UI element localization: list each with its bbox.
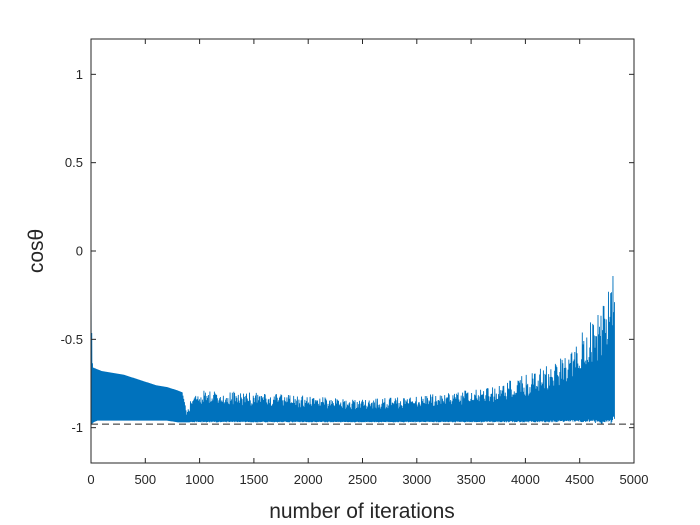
x-axis-ticks: 0 500 1000 1500 2000 2500 3000 3500 4000 4500 5000: [87, 39, 648, 487]
y-tick-label: -1: [71, 420, 83, 435]
x-tick-label: 2500: [348, 472, 377, 487]
x-tick-label: 4000: [511, 472, 540, 487]
series-layer: [90, 272, 615, 425]
y-tick-label: 0: [76, 244, 83, 259]
x-tick-label: 3500: [457, 472, 486, 487]
x-tick-label: 1000: [185, 472, 214, 487]
y-axis-ticks: -1 -0.5 0 0.5 1: [61, 67, 634, 435]
y-tick-label: -0.5: [61, 332, 83, 347]
x-tick-label: 500: [134, 472, 156, 487]
x-axis-label: number of iterations: [269, 500, 455, 523]
y-tick-label: 1: [76, 67, 83, 82]
x-tick-label: 4500: [565, 472, 594, 487]
series-line: [90, 272, 615, 425]
y-axis-label: cosθ: [25, 229, 48, 273]
x-tick-label: 5000: [620, 472, 649, 487]
x-tick-label: 1500: [239, 472, 268, 487]
x-tick-label: 0: [87, 472, 94, 487]
y-tick-label: 0.5: [65, 155, 83, 170]
x-tick-label: 3000: [402, 472, 431, 487]
x-tick-label: 2000: [294, 472, 323, 487]
